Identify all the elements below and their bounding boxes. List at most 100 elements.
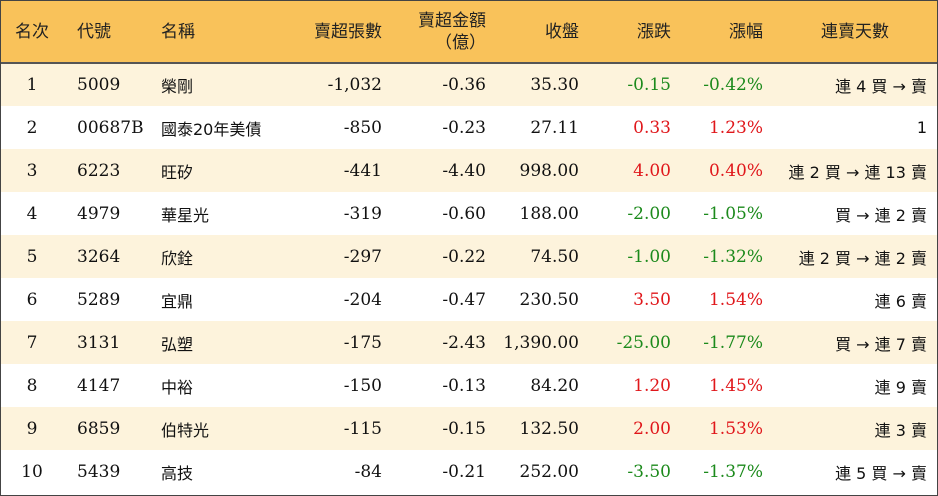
close-cell: 230.50 — [519, 289, 579, 310]
sell-amount-cell: -0.22 — [442, 246, 486, 267]
header-sell-streak: 連賣天數 — [773, 1, 937, 64]
change-cell: -25.00 — [616, 332, 671, 353]
change-pct-cell: -1.37% — [703, 461, 763, 482]
rank-cell: 1 — [26, 75, 38, 95]
sell-lots-cell: -1,032 — [327, 75, 382, 95]
header-sell-lots: 賣超張數 — [272, 1, 392, 64]
change-pct-cell: 0.40% — [708, 160, 763, 181]
change-pct-cell: 1.45% — [708, 375, 763, 396]
rank-cell: 4 — [26, 203, 38, 224]
sell-lots-cell: -175 — [343, 332, 382, 353]
name-cell: 宜鼎 — [161, 291, 194, 311]
sell-lots-cell: -441 — [343, 160, 382, 181]
close-cell: 84.20 — [530, 375, 579, 396]
sell-amount-cell: -0.60 — [442, 203, 486, 224]
sell-streak-cell: 連 3 賣 — [874, 420, 927, 440]
code-cell: 4979 — [77, 203, 121, 224]
header-change: 漲跌 — [589, 1, 681, 64]
change-cell: 3.50 — [633, 289, 671, 310]
change-pct-cell: 1.23% — [708, 117, 763, 138]
sell-amount-cell: -0.21 — [442, 461, 486, 482]
change-cell: -1.00 — [627, 246, 671, 267]
code-cell: 6223 — [77, 160, 121, 181]
close-cell: 998.00 — [519, 160, 579, 181]
table-row: 9 6859 伯特光 -115 -0.15 132.50 2.00 1.53% … — [1, 407, 937, 450]
header-change-pct: 漲幅 — [681, 1, 773, 64]
change-cell: -2.00 — [627, 203, 671, 224]
change-pct-cell: 1.54% — [708, 289, 763, 310]
name-cell: 國泰20年美債 — [161, 119, 262, 139]
rank-cell: 5 — [26, 246, 38, 267]
code-cell: 5439 — [77, 461, 121, 482]
sell-streak-cell: 連 9 賣 — [874, 377, 927, 397]
change-cell: -3.50 — [627, 461, 671, 482]
sell-streak-cell: 買 → 連 2 賣 — [835, 205, 927, 225]
sell-lots-cell: -319 — [343, 203, 382, 224]
header-rank: 名次 — [1, 1, 63, 64]
header-name: 名稱 — [147, 1, 272, 64]
sell-lots-cell: -115 — [343, 418, 382, 439]
change-cell: 4.00 — [633, 160, 671, 181]
header-code: 代號 — [63, 1, 147, 64]
header-sell-amount-line2: （億） — [435, 32, 486, 53]
sell-lots-cell: -84 — [354, 461, 382, 482]
table-row: 10 5439 高技 -84 -0.21 252.00 -3.50 -1.37%… — [1, 450, 937, 493]
table-row: 4 4979 華星光 -319 -0.60 188.00 -2.00 -1.05… — [1, 192, 937, 235]
sell-amount-cell: -0.13 — [442, 375, 486, 396]
rank-cell: 7 — [26, 332, 38, 353]
change-cell: 1.20 — [633, 375, 671, 396]
table-row: 6 5289 宜鼎 -204 -0.47 230.50 3.50 1.54% 連… — [1, 278, 937, 321]
name-cell: 高技 — [161, 463, 194, 483]
change-pct-cell: -1.05% — [703, 203, 763, 224]
close-cell: 132.50 — [519, 418, 579, 439]
rank-cell: 3 — [26, 160, 38, 181]
table-row: 2 00687B 國泰20年美債 -850 -0.23 27.11 0.33 1… — [1, 106, 937, 149]
sell-lots-cell: -297 — [343, 246, 382, 267]
code-cell: 6859 — [77, 418, 121, 439]
sell-amount-cell: -0.15 — [442, 418, 486, 439]
table-row: 7 3131 弘塑 -175 -2.43 1,390.00 -25.00 -1.… — [1, 321, 937, 364]
change-pct-cell: 1.53% — [708, 418, 763, 439]
table-body: 1 5009 榮剛 -1,032 -0.36 35.30 -0.15 -0.42… — [1, 63, 937, 493]
sell-streak-cell: 連 5 買 → 賣 — [835, 463, 927, 483]
sell-streak-cell: 連 6 賣 — [874, 291, 927, 311]
header-close: 收盤 — [496, 1, 589, 64]
close-cell: 188.00 — [519, 203, 579, 224]
close-cell: 27.11 — [530, 117, 579, 138]
sell-lots-cell: -150 — [343, 375, 382, 396]
rank-cell: 10 — [21, 461, 43, 482]
name-cell: 中裕 — [161, 377, 194, 397]
name-cell: 欣銓 — [161, 248, 194, 268]
sell-lots-cell: -204 — [343, 289, 382, 310]
code-cell: 3264 — [77, 246, 121, 267]
header-row: 名次 代號 名稱 賣超張數 賣超金額 （億） 收盤 漲跌 漲幅 連賣天數 — [1, 1, 937, 64]
header-sell-amount-line1: 賣超金額 — [418, 10, 486, 31]
sell-streak-cell: 連 2 買 → 連 13 賣 — [788, 162, 927, 182]
name-cell: 弘塑 — [161, 334, 194, 354]
sell-streak-cell: 連 4 買 → 賣 — [835, 77, 927, 96]
name-cell: 旺矽 — [161, 162, 194, 182]
code-cell: 5009 — [77, 75, 121, 95]
name-cell: 榮剛 — [161, 77, 194, 96]
name-cell: 伯特光 — [161, 420, 210, 440]
change-pct-cell: -0.42% — [703, 75, 763, 95]
change-pct-cell: -1.77% — [703, 332, 763, 353]
change-cell: 0.33 — [633, 117, 671, 138]
rank-cell: 2 — [26, 117, 38, 138]
code-cell: 4147 — [77, 375, 121, 396]
sell-amount-cell: -0.23 — [442, 117, 486, 138]
change-cell: -0.15 — [627, 75, 671, 95]
close-cell: 1,390.00 — [503, 332, 579, 353]
close-cell: 35.30 — [530, 75, 579, 95]
table-row: 5 3264 欣銓 -297 -0.22 74.50 -1.00 -1.32% … — [1, 235, 937, 278]
sell-amount-cell: -2.43 — [442, 332, 486, 353]
code-cell: 3131 — [77, 332, 121, 353]
code-cell: 5289 — [77, 289, 121, 310]
close-cell: 74.50 — [530, 246, 579, 267]
table-row: 8 4147 中裕 -150 -0.13 84.20 1.20 1.45% 連 … — [1, 364, 937, 407]
code-cell: 00687B — [77, 117, 144, 138]
rank-cell: 8 — [26, 375, 38, 396]
rank-cell: 9 — [26, 418, 38, 439]
